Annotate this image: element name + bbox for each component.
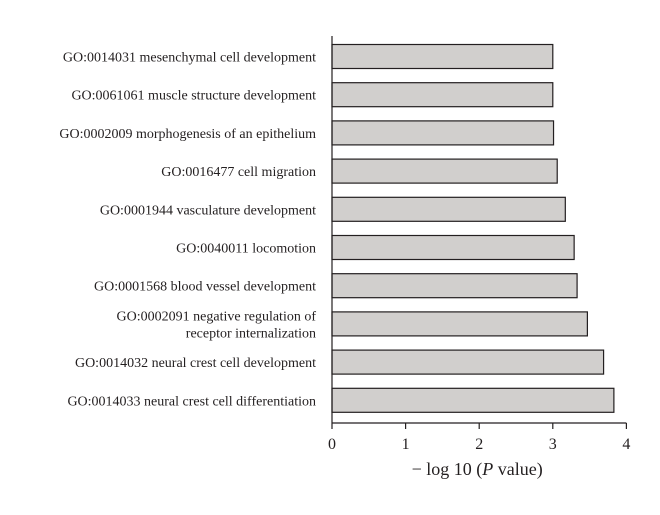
category-label: GO:0001944 vasculature development — [100, 203, 316, 218]
category-label-line: GO:0040011 locomotion — [176, 242, 316, 257]
x-tick-label: 4 — [622, 436, 630, 453]
x-axis-title-italic: P — [481, 459, 493, 479]
x-tick-label: 0 — [328, 436, 336, 453]
category-label-line: GO:0061061 muscle structure development — [71, 89, 316, 104]
bar — [331, 120, 555, 146]
bar — [331, 234, 575, 261]
category-label-line: GO:0002091 negative regulation of — [117, 309, 317, 324]
category-label-line: GO:0001944 vasculature development — [100, 203, 316, 218]
x-axis-title-prefix: − log 10 ( — [412, 459, 483, 480]
category-label-line: GO:0014033 neural crest cell differentia… — [67, 394, 316, 409]
category-label: GO:0040011 locomotion — [176, 242, 316, 257]
category-label-line: GO:0014031 mesenchymal cell development — [63, 51, 316, 66]
category-label: GO:0014033 neural crest cell differentia… — [67, 394, 316, 409]
category-label: GO:0002091 negative regulation of recepto… — [117, 309, 317, 341]
category-label: GO:0061061 muscle structure development — [71, 89, 316, 104]
bar — [331, 82, 554, 108]
category-label-line: GO:0014032 neural crest cell development — [75, 356, 316, 371]
category-label: GO:0014031 mesenchymal cell development — [63, 51, 316, 66]
category-label: GO:0016477 cell migration — [161, 165, 316, 180]
bar — [331, 387, 615, 413]
x-tick-label: 3 — [549, 436, 557, 453]
x-tick-label: 1 — [402, 436, 410, 453]
category-label-line: GO:0001568 blood vessel development — [94, 280, 316, 295]
bar — [331, 311, 588, 337]
bars-layer — [331, 43, 615, 413]
category-label-line: GO:0002009 morphogenesis of an epitheliu… — [59, 127, 316, 142]
x-axis-title-suffix: value) — [493, 459, 542, 480]
category-label: GO:0001568 blood vessel development — [94, 280, 316, 295]
x-tick-label: 2 — [475, 436, 483, 453]
category-labels: GO:0014031 mesenchymal cell development G… — [59, 51, 316, 410]
bar — [331, 273, 578, 299]
x-axis-title: − log 10 (P value) — [412, 459, 543, 480]
bar — [331, 196, 566, 222]
bar — [331, 158, 558, 184]
bar — [331, 43, 554, 70]
x-axis: 0 1 2 3 4 — [328, 36, 630, 453]
category-label-line: receptor internalization — [186, 326, 316, 341]
category-label: GO:0002009 morphogenesis of an epitheliu… — [59, 127, 316, 142]
bar — [331, 349, 605, 375]
category-label: GO:0014032 neural crest cell development — [75, 356, 316, 371]
category-label-line: GO:0016477 cell migration — [161, 165, 316, 180]
